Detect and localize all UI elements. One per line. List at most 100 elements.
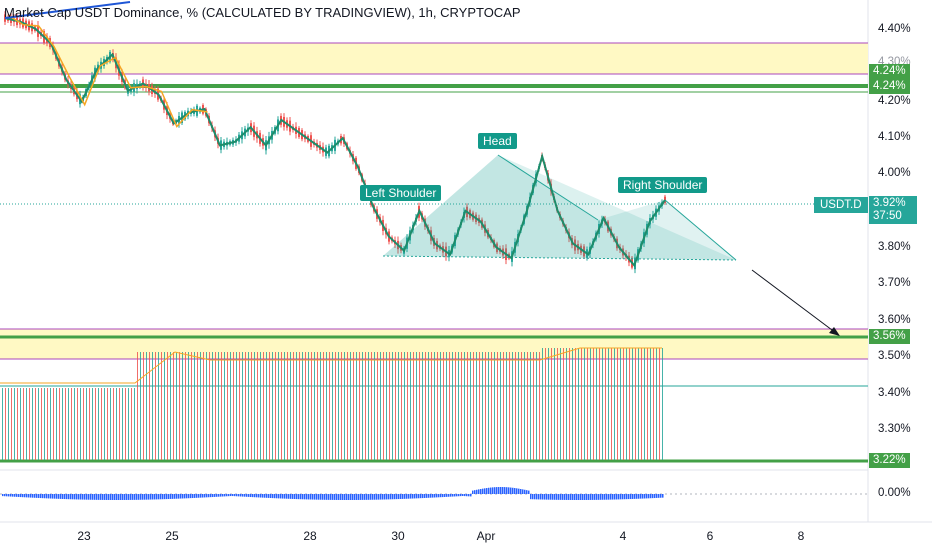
oscillator-bar <box>76 494 78 500</box>
histogram-bar <box>26 388 27 460</box>
histogram-bar <box>662 348 663 460</box>
histogram-bar <box>236 352 237 460</box>
oscillator-bar <box>336 494 338 500</box>
oscillator-bar <box>618 494 620 500</box>
oscillator-bar <box>600 494 602 500</box>
oscillator-bar <box>516 488 518 494</box>
histogram-bar <box>368 352 369 460</box>
oscillator-bar <box>332 494 334 500</box>
oscillator-bar <box>598 494 600 500</box>
oscillator-bar <box>378 494 380 500</box>
histogram-bar <box>305 352 306 460</box>
oscillator-bar <box>228 494 230 497</box>
oscillator-bar <box>432 494 434 498</box>
histogram-bar <box>470 352 471 460</box>
oscillator-bar <box>418 494 420 499</box>
oscillator-bar <box>642 494 644 499</box>
histogram-bar <box>68 388 69 460</box>
histogram-bar <box>2 388 3 460</box>
oscillator-bar <box>158 494 160 500</box>
oscillator-bar <box>558 494 560 500</box>
histogram-bar <box>320 352 321 460</box>
histogram-bar <box>191 352 192 460</box>
oscillator-bar <box>614 494 616 500</box>
right-shoulder-label[interactable]: Right Shoulder <box>618 177 708 193</box>
oscillator-bar <box>22 494 24 498</box>
oscillator-bar <box>384 494 386 500</box>
histogram-bar <box>347 352 348 460</box>
histogram-bar <box>575 348 576 460</box>
histogram-bar <box>605 348 606 460</box>
histogram-bar <box>485 352 486 460</box>
oscillator-bar <box>640 494 642 499</box>
histogram-bar <box>182 352 183 460</box>
oscillator-bar <box>62 494 64 499</box>
right-shoulder-edge <box>664 199 737 261</box>
level-tag-upper-b[interactable]: 4.24% <box>869 79 910 94</box>
histogram-bar <box>521 352 522 460</box>
symbol-tag[interactable]: USDT.D <box>814 197 868 213</box>
histogram-bar <box>20 388 21 460</box>
left-shoulder-label[interactable]: Left Shoulder <box>360 185 442 201</box>
histogram-bar <box>155 352 156 460</box>
oscillator-bar <box>224 494 226 497</box>
level-tag-bottom[interactable]: 3.22% <box>869 453 910 468</box>
histogram-bar <box>131 388 132 460</box>
oscillator-bar <box>574 494 576 500</box>
oscillator-bar <box>342 494 344 500</box>
oscillator-bar <box>602 494 604 500</box>
level-tag-upper-a[interactable]: 4.24% <box>869 64 910 79</box>
oscillator-bar <box>246 494 248 497</box>
level-tag-lower[interactable]: 3.56% <box>869 329 910 344</box>
oscillator-bar <box>320 494 322 500</box>
oscillator-bar <box>348 494 350 500</box>
oscillator-bar <box>100 494 102 500</box>
oscillator-bar <box>326 494 328 500</box>
histogram-bar <box>86 388 87 460</box>
histogram-bar <box>242 352 243 460</box>
histogram-bar <box>389 352 390 460</box>
histogram-bar <box>230 352 231 460</box>
histogram-bar <box>638 348 639 460</box>
oscillator-bar <box>92 494 94 500</box>
histogram-bar <box>275 352 276 460</box>
oscillator-bar <box>286 494 288 499</box>
oscillator-bar <box>16 494 18 497</box>
price-label-370: 3.70% <box>878 277 911 289</box>
histogram-bar <box>647 348 648 460</box>
oscillator-bar <box>494 487 496 494</box>
oscillator-bar <box>174 494 176 499</box>
oscillator-bar <box>448 494 450 497</box>
price-label-350: 3.50% <box>878 350 911 362</box>
histogram-bar <box>164 352 165 460</box>
hs-pattern-fill <box>383 155 736 260</box>
histogram-bar <box>395 352 396 460</box>
histogram-bar <box>398 352 399 460</box>
oscillator-bar <box>490 487 492 494</box>
histogram-bar <box>227 352 228 460</box>
histogram-bar <box>650 348 651 460</box>
head-label[interactable]: Head <box>478 133 517 149</box>
price-label-410: 4.10% <box>878 131 911 143</box>
current-price-tag[interactable]: 3.92% 37:50 <box>869 196 917 224</box>
price-label-360: 3.60% <box>878 314 911 326</box>
oscillator-bar <box>610 494 612 500</box>
oscillator-bar <box>194 494 196 498</box>
oscillator-bar <box>434 494 436 498</box>
oscillator-bar <box>476 489 478 494</box>
oscillator-bar <box>134 494 136 500</box>
oscillator-bar <box>114 494 116 500</box>
oscillator-bar <box>130 494 132 500</box>
histogram-bar <box>344 352 345 460</box>
oscillator-bar <box>534 494 536 500</box>
oscillator-bar <box>308 494 310 500</box>
oscillator-bar <box>576 494 578 500</box>
oscillator-bar <box>126 494 128 500</box>
histogram-bar <box>350 352 351 460</box>
oscillator-bar <box>80 494 82 500</box>
oscillator-bar <box>536 494 538 500</box>
oscillator-bar <box>122 494 124 500</box>
oscillator-bar <box>382 494 384 500</box>
oscillator-bar <box>238 494 240 497</box>
